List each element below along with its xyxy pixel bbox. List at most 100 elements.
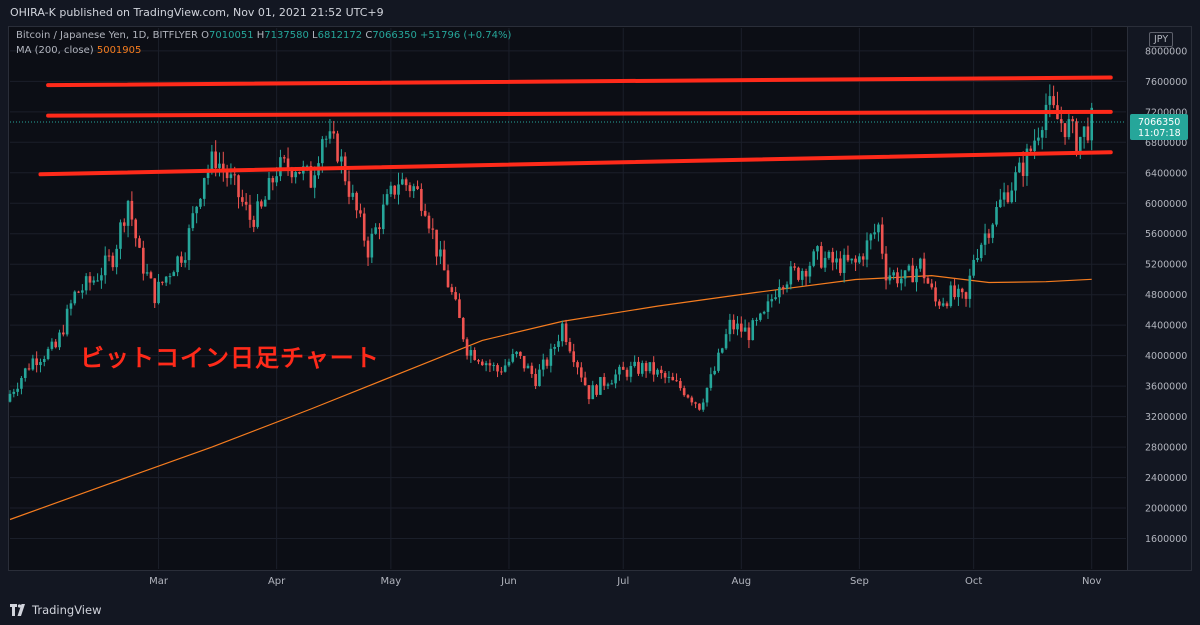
y-tick-label: 2800000	[1145, 443, 1187, 454]
candle-body	[759, 313, 762, 320]
candle	[347, 170, 351, 205]
candle-body	[446, 270, 450, 288]
candle-body	[538, 369, 541, 387]
candle-body	[629, 365, 633, 377]
y-axis-layer: 8000000 7600000 7200000 6800000 6400000 60000…	[1145, 46, 1187, 545]
candle	[957, 284, 960, 306]
high-key: H	[256, 30, 265, 41]
candle-body	[397, 184, 400, 195]
candle-body	[1029, 148, 1033, 152]
candle-body	[20, 377, 23, 389]
candle-body	[149, 272, 153, 279]
y-tick-label: 4800000	[1145, 290, 1187, 301]
close-key: C	[365, 30, 373, 41]
candle	[324, 135, 328, 148]
candle	[888, 267, 892, 285]
candle	[1056, 91, 1059, 120]
candle	[1078, 136, 1082, 159]
candle	[138, 235, 141, 249]
candle	[519, 351, 522, 359]
candle-body	[420, 188, 423, 211]
candle	[359, 203, 362, 218]
candle	[176, 255, 179, 277]
candle	[545, 357, 549, 369]
candle	[256, 193, 259, 229]
candle-body	[73, 291, 77, 304]
y-tick-label: 3600000	[1145, 382, 1187, 393]
candle-body	[488, 363, 492, 366]
candle	[96, 273, 99, 282]
y-tick-label: 5200000	[1145, 260, 1187, 271]
candle	[469, 345, 473, 363]
candle	[618, 364, 621, 381]
candle-body	[919, 258, 922, 269]
candle-body	[241, 197, 244, 202]
candle	[511, 348, 515, 364]
candle-body	[50, 341, 54, 349]
candle	[1014, 166, 1017, 203]
candle-body	[541, 359, 545, 370]
candle-body	[762, 311, 766, 314]
candle	[587, 385, 591, 405]
candle	[804, 268, 808, 286]
candle-body	[892, 272, 895, 276]
candle-body	[1059, 119, 1063, 124]
candle	[435, 229, 438, 266]
candle-body	[583, 377, 587, 386]
candle-body	[930, 283, 934, 288]
close-value: 7066350	[372, 30, 417, 41]
candle	[778, 279, 781, 304]
candle-body	[477, 360, 480, 362]
candle-body	[465, 339, 469, 356]
candle	[420, 183, 423, 217]
candle-body	[282, 157, 286, 159]
candle	[580, 362, 583, 383]
candle	[717, 348, 720, 373]
candle-body	[46, 348, 50, 359]
candle-body	[191, 213, 195, 229]
candle	[145, 263, 149, 276]
candle	[995, 201, 998, 227]
candle	[84, 273, 88, 295]
candle-body	[964, 292, 968, 299]
candle-body	[572, 351, 576, 363]
candle-body	[606, 384, 610, 386]
candle	[362, 207, 366, 247]
candle-body	[972, 259, 975, 276]
candle	[1082, 126, 1086, 149]
currency-badge[interactable]: JPY	[1149, 32, 1174, 47]
candle-body	[500, 371, 503, 373]
candle-body	[903, 270, 907, 279]
candle	[12, 388, 16, 398]
candle-body	[991, 224, 994, 238]
tradingview-logo[interactable]: TradingView	[10, 603, 101, 617]
candle	[751, 317, 755, 341]
candle	[1075, 118, 1078, 157]
candle-body	[233, 174, 237, 176]
candle	[507, 358, 511, 368]
candle-body	[96, 280, 99, 282]
candle-body	[926, 278, 930, 284]
candle-body	[1052, 96, 1055, 106]
candle-body	[161, 281, 164, 283]
candle-body	[496, 365, 499, 372]
candle-body	[1021, 162, 1025, 176]
candle	[381, 194, 385, 235]
candle-body	[244, 201, 248, 205]
candle	[941, 297, 945, 307]
candle-body	[652, 362, 655, 375]
candle-body	[736, 323, 739, 330]
y-tick-label: 7200000	[1145, 107, 1187, 118]
candle	[229, 163, 233, 185]
candle-body	[549, 348, 553, 366]
candle	[183, 252, 187, 268]
y-tick-label: 6000000	[1145, 199, 1187, 210]
candle-body	[534, 373, 537, 387]
candle	[583, 371, 587, 386]
candle	[81, 284, 84, 299]
candle	[279, 149, 282, 182]
candle	[1044, 93, 1048, 139]
candle-body	[812, 251, 815, 266]
